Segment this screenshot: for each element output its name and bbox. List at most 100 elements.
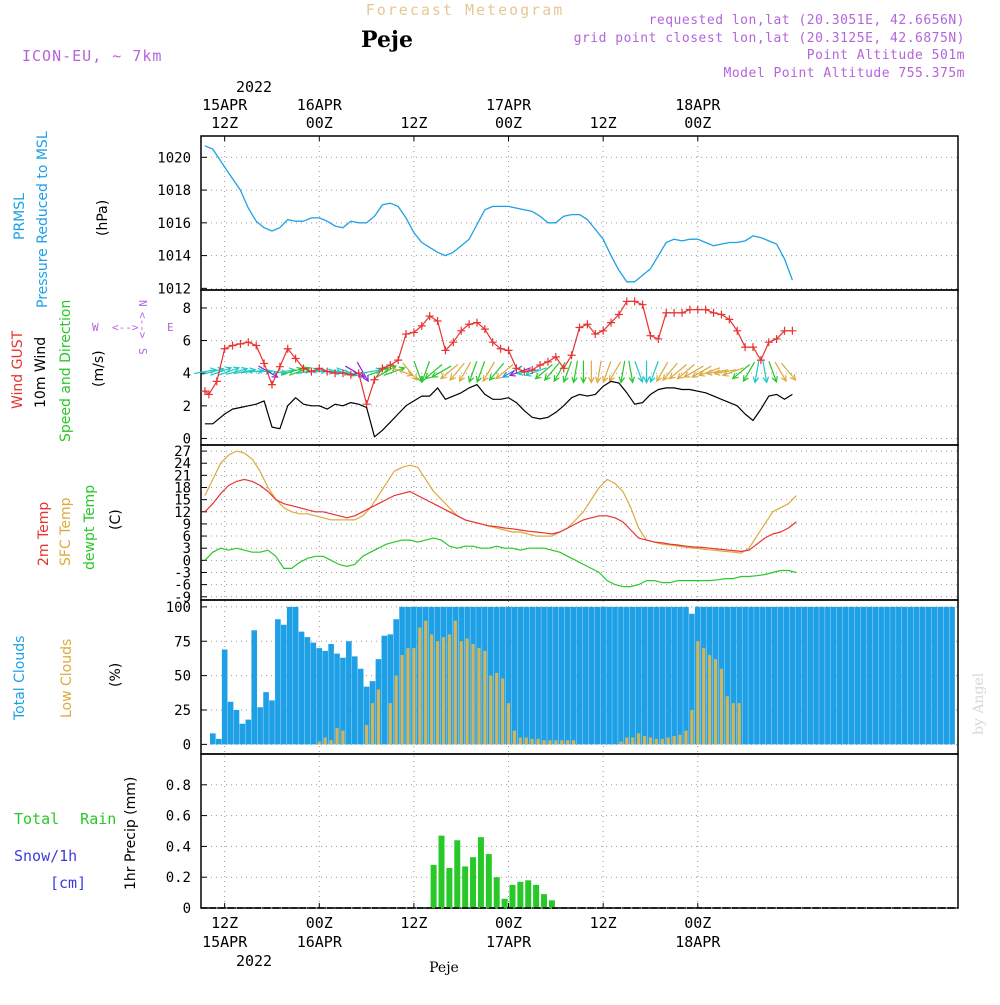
low-cloud-bar — [702, 648, 706, 745]
total-rain-label: Total Rain — [14, 810, 116, 828]
total-cloud-bar — [624, 606, 630, 745]
pressure-line — [204, 145, 794, 283]
gust-marker — [583, 320, 592, 329]
low-cloud-bar — [631, 737, 635, 745]
gust-marker — [275, 362, 284, 371]
rain-bar — [541, 894, 548, 908]
low-cloud-bar — [548, 740, 552, 745]
wind-arrow — [449, 362, 465, 382]
wind-arrow-shaft — [449, 362, 465, 381]
wind-arrow-head — [562, 375, 569, 384]
wind-arrow — [439, 364, 459, 380]
total-cloud-bar — [558, 606, 565, 745]
total-cloud-bar — [570, 606, 577, 745]
footer-location: Peje — [429, 960, 459, 976]
total-cloud-bar — [665, 606, 672, 745]
gust-marker — [591, 330, 600, 339]
total-cloud-bar — [304, 637, 311, 745]
total-cloud-bar — [612, 606, 618, 745]
low-cloud-bar — [542, 740, 546, 745]
pressure-unit: (hPa) — [95, 200, 111, 236]
top-date-label: 17APR — [486, 96, 532, 114]
total-cloud-bar — [671, 606, 677, 745]
bottom-time-label: 12Z — [211, 914, 238, 932]
wind-arrow — [608, 361, 622, 383]
total-cloud-bar — [872, 606, 879, 745]
ytick-label-temperature: 9 — [183, 517, 191, 533]
low-cloud-bar — [660, 738, 664, 745]
total-cloud-bar — [866, 606, 873, 745]
low-cloud-bar — [453, 620, 457, 745]
total-cloud-bar — [346, 641, 352, 745]
wind-arrow — [210, 366, 233, 376]
ytick-label-pressure: 1018 — [157, 183, 191, 199]
dir-key-ns-arrow: <--> — [136, 312, 149, 339]
total-cloud-bar — [931, 606, 938, 745]
wind-arrow-head — [271, 371, 279, 378]
bottom-year-label: 2022 — [236, 952, 272, 970]
low-cloud-bar — [329, 740, 333, 745]
wind-arrow-head — [475, 375, 482, 384]
wind-arrow-head — [676, 372, 684, 380]
ytick-label-temperature: -6 — [174, 578, 191, 594]
low-cloud-bar — [412, 648, 416, 745]
ytick-label-temperature: 12 — [174, 505, 191, 521]
wind-arrow — [713, 369, 737, 376]
wind-arrow-head — [459, 375, 466, 383]
ytick-label-clouds: 0 — [183, 737, 191, 753]
ytick-label-precip: 0.2 — [166, 870, 191, 886]
low-cloud-bar — [678, 734, 682, 745]
total-cloud-bar — [357, 668, 364, 745]
bottom-date-label: 18APR — [675, 933, 721, 951]
wind-arrow-head — [698, 370, 706, 377]
gust-marker — [480, 325, 489, 334]
low-cloud-bar — [654, 738, 658, 745]
total-cloud-bar — [677, 606, 683, 745]
low-cloud-bar — [406, 648, 410, 745]
wind-arrow-shaft — [525, 367, 547, 376]
total-cloud-bar — [387, 634, 394, 745]
rain-bar — [446, 867, 453, 908]
panel-frame-pressure — [200, 135, 959, 291]
ytick-label-wind: 0 — [183, 431, 191, 447]
total-cloud-bar — [831, 606, 837, 745]
wind-arrow-head — [524, 370, 532, 377]
low-cloud-bar — [719, 668, 724, 745]
wind-arrow — [618, 360, 626, 384]
wind-arrow — [534, 364, 553, 380]
low-cloud-bar — [341, 730, 345, 745]
total-cloud-bar — [813, 606, 819, 745]
total-cloud-bar — [588, 606, 595, 745]
snow-unit-label: [cm] — [50, 874, 86, 892]
wind-arrow-shaft — [356, 361, 369, 382]
rain-bar — [485, 854, 492, 908]
low-cloud-bar — [364, 725, 369, 745]
wind-arrow — [774, 361, 787, 383]
wind-arrow-shaft — [359, 369, 382, 375]
bottom-time-label: 00Z — [306, 914, 333, 932]
gust-marker — [441, 346, 450, 355]
gust-marker — [701, 305, 710, 314]
t2m-label: 2m Temp — [36, 502, 52, 566]
wind-arrow-shaft — [225, 368, 248, 376]
low-cloud-bar — [394, 675, 398, 745]
low-cloud-bar — [471, 644, 475, 745]
wind-arrow — [562, 361, 572, 384]
total-cloud-bar — [553, 606, 559, 745]
low-cloud-bar — [424, 620, 428, 745]
wind-arrow-shaft — [421, 361, 431, 383]
gust-marker — [409, 328, 418, 337]
bottom-time-label: 00Z — [684, 914, 711, 932]
clouds-unit: (%) — [108, 663, 124, 687]
wind-arrow — [424, 364, 443, 380]
total-cloud-bar — [777, 606, 784, 745]
total-cloud-bar — [210, 733, 216, 745]
gust-marker — [425, 312, 434, 321]
gust-marker — [520, 367, 529, 376]
rain-bar — [501, 898, 508, 908]
total-cloud-bar — [505, 606, 512, 745]
gust-marker — [662, 308, 671, 317]
wind-arrow — [676, 364, 695, 380]
wind-arrow-head — [303, 366, 312, 373]
total-cloud-bar — [854, 606, 861, 745]
